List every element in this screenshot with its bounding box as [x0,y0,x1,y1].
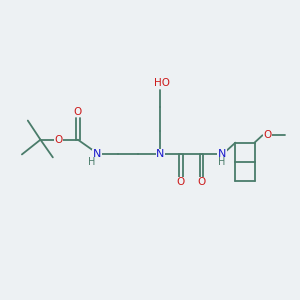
Text: N: N [93,149,101,159]
Text: N: N [218,149,226,159]
Text: N: N [156,149,164,159]
Text: O: O [74,107,82,117]
Text: H: H [88,158,96,167]
Text: O: O [197,177,206,188]
Text: O: O [177,177,185,188]
Text: H: H [218,158,226,167]
Text: O: O [264,130,272,140]
Text: HO: HO [154,78,170,88]
Text: O: O [55,135,63,145]
